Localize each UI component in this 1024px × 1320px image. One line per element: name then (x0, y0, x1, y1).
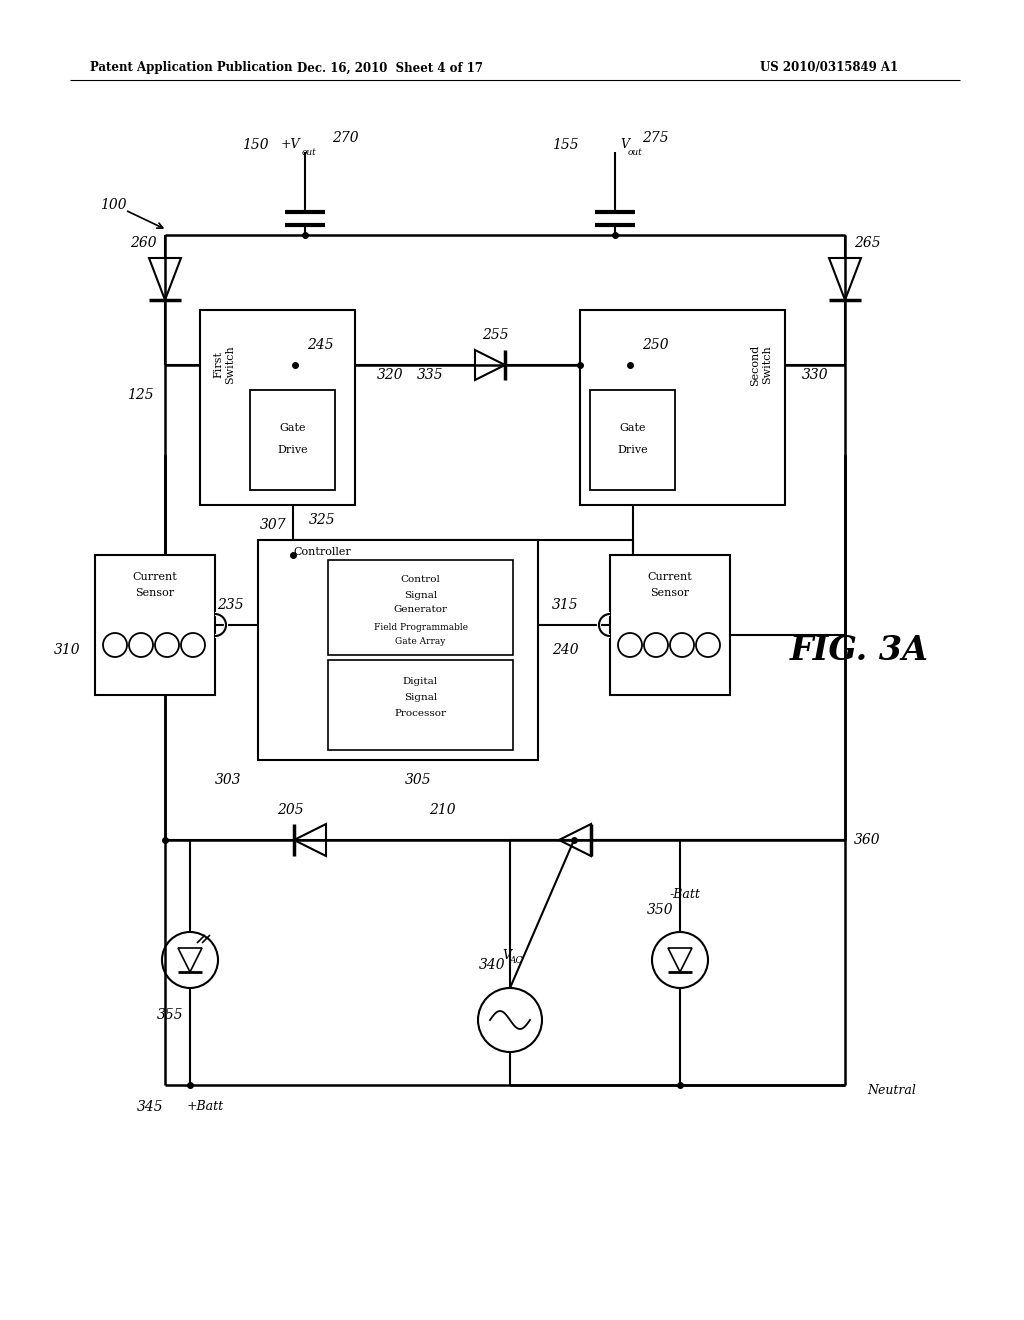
Text: 310: 310 (53, 643, 80, 657)
Text: Switch: Switch (762, 346, 772, 384)
Text: Sensor: Sensor (135, 587, 174, 598)
Text: 315: 315 (552, 598, 579, 612)
Text: 150: 150 (242, 139, 268, 152)
Text: Field Programmable: Field Programmable (374, 623, 468, 632)
Text: 275: 275 (642, 131, 669, 145)
Text: out: out (302, 148, 316, 157)
Text: Sensor: Sensor (650, 587, 689, 598)
Text: 155: 155 (552, 139, 579, 152)
Text: 360: 360 (854, 833, 881, 847)
Text: 125: 125 (127, 388, 154, 403)
Bar (200, 310, 355, 506)
Text: 260: 260 (130, 236, 157, 249)
Text: Drive: Drive (278, 445, 308, 455)
Text: 265: 265 (854, 236, 881, 249)
Text: +V: +V (281, 139, 300, 152)
Text: 245: 245 (306, 338, 334, 352)
Text: Gate: Gate (620, 422, 646, 433)
Text: 307: 307 (260, 517, 287, 532)
Bar (328, 560, 513, 655)
Text: Signal: Signal (403, 693, 437, 702)
Text: Patent Application Publication: Patent Application Publication (90, 62, 293, 74)
Text: Generator: Generator (393, 606, 447, 615)
Text: Gate Array: Gate Array (395, 636, 445, 645)
Text: -Batt: -Batt (670, 888, 700, 902)
Text: Processor: Processor (394, 710, 446, 718)
Text: +Batt: +Batt (186, 1101, 223, 1114)
Text: 255: 255 (481, 327, 508, 342)
Text: FIG. 3A: FIG. 3A (790, 634, 929, 667)
Text: Gate: Gate (280, 422, 306, 433)
Bar (250, 389, 335, 490)
Text: 355: 355 (157, 1008, 183, 1022)
Text: 330: 330 (802, 368, 828, 381)
Text: 345: 345 (136, 1100, 163, 1114)
Text: 325: 325 (309, 513, 336, 527)
Bar (590, 389, 675, 490)
Text: Control: Control (400, 576, 440, 585)
Text: Current: Current (647, 572, 692, 582)
Text: 270: 270 (332, 131, 358, 145)
Text: 250: 250 (642, 338, 669, 352)
Text: out: out (628, 148, 643, 157)
Bar (328, 660, 513, 750)
Bar (610, 554, 730, 696)
Text: V: V (502, 949, 511, 962)
Text: Signal: Signal (403, 590, 437, 599)
Text: Switch: Switch (225, 346, 234, 384)
Text: Drive: Drive (617, 445, 648, 455)
Text: Dec. 16, 2010  Sheet 4 of 17: Dec. 16, 2010 Sheet 4 of 17 (297, 62, 483, 74)
Text: Second: Second (750, 345, 760, 385)
Text: 235: 235 (217, 598, 244, 612)
Text: 335: 335 (417, 368, 443, 381)
Text: V: V (620, 139, 629, 152)
Text: Controller: Controller (293, 546, 351, 557)
Bar (95, 554, 215, 696)
Text: 350: 350 (647, 903, 674, 917)
Text: 205: 205 (276, 803, 303, 817)
Text: First: First (213, 351, 223, 379)
Bar (258, 540, 538, 760)
Text: Current: Current (133, 572, 177, 582)
Text: US 2010/0315849 A1: US 2010/0315849 A1 (760, 62, 898, 74)
Text: 210: 210 (429, 803, 456, 817)
Text: 305: 305 (404, 774, 431, 787)
Text: 100: 100 (99, 198, 126, 213)
Text: AC: AC (510, 956, 523, 965)
Text: 303: 303 (215, 774, 242, 787)
Text: Neutral: Neutral (867, 1084, 915, 1097)
Text: Digital: Digital (402, 677, 438, 686)
Bar (580, 310, 785, 506)
Text: 240: 240 (552, 643, 579, 657)
Text: 320: 320 (377, 368, 403, 381)
Text: 340: 340 (478, 958, 505, 972)
